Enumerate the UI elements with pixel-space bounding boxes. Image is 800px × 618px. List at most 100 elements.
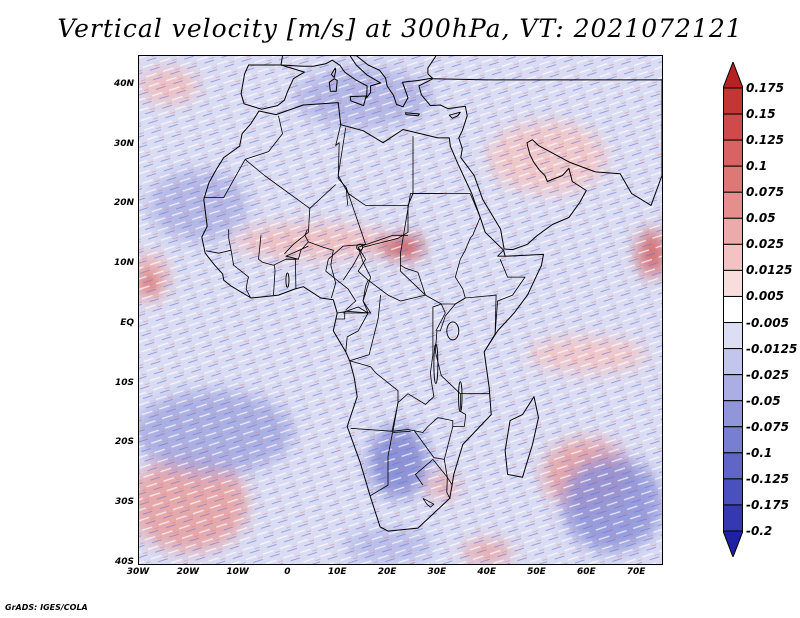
lat-tick-label: 30S [114, 497, 134, 508]
country-boundaries [203, 115, 526, 508]
country-border-31 [336, 311, 346, 320]
colorbar-tick-label: -0.2 [746, 524, 773, 538]
country-border-33 [391, 393, 454, 460]
colorbar-tick-label: 0.025 [746, 237, 784, 252]
country-border-10 [285, 229, 309, 260]
country-border-14 [273, 265, 276, 296]
lat-tick-label: EQ [120, 317, 134, 328]
colorbar-tick-label: 0.0125 [746, 263, 793, 278]
colorbar-tick-label: 0.125 [746, 133, 784, 148]
colorbar-box [723, 113, 743, 141]
colorbar-top-arrow [723, 62, 743, 89]
country-border-16 [308, 241, 337, 299]
colorbar-box [723, 426, 743, 454]
colorbar-box [723, 165, 743, 193]
colorbar-box [723, 348, 743, 376]
colorbar-tick-label: -0.175 [746, 497, 789, 512]
country-border-13 [230, 250, 251, 299]
country-border-30 [337, 306, 369, 352]
country-border-18 [367, 279, 442, 305]
country-border-2 [244, 159, 311, 255]
lon-tick-label: 40E [477, 567, 496, 577]
colorbar-tick-label: -0.025 [746, 367, 789, 382]
lat-tick-label: 30N [113, 138, 134, 149]
country-border-37 [452, 393, 467, 427]
country-border-40 [422, 497, 435, 508]
colorbar-box [723, 243, 743, 271]
lon-tick-label: 30W [126, 567, 150, 577]
lat-tick-label: 10S [114, 377, 134, 388]
coastline-balkans [356, 56, 437, 108]
colorbar-tick-label: -0.125 [746, 471, 789, 486]
colorbar-tick-label: 0.175 [746, 81, 784, 95]
colorbar-tick-label: 0.075 [746, 185, 784, 200]
coastline-madagascar [504, 396, 539, 478]
country-border-29 [349, 295, 381, 362]
lake-victoria [446, 321, 460, 341]
country-border-39 [415, 459, 451, 499]
lon-tick-label: 30E [427, 567, 447, 577]
colorbar [723, 62, 743, 557]
coastline-cyprus [448, 111, 461, 119]
colorbar-bottom-arrow [723, 530, 743, 557]
coastline-corsica [330, 67, 337, 78]
country-border-8 [343, 234, 408, 314]
country-border-0 [244, 115, 283, 160]
colorbar-box [723, 452, 743, 480]
colorbar-box [723, 478, 743, 506]
lon-tick-label: 70E [626, 567, 646, 577]
lon-tick-label: 10E [327, 567, 347, 577]
country-border-15 [285, 258, 297, 290]
country-border-24 [494, 259, 526, 334]
colorbar-tick-label: 0.1 [746, 159, 768, 174]
colorbar-box [723, 191, 743, 219]
colorbar-tick-label: -0.1 [746, 445, 773, 460]
country-border-35 [413, 429, 445, 460]
lake-malawi [458, 381, 463, 413]
country-border-1 [203, 159, 246, 198]
country-border-28 [407, 303, 442, 405]
colorbar-box [723, 217, 743, 245]
country-border-21 [400, 193, 443, 296]
map-title: Vertical velocity [m/s] at 300hPa, VT: 2… [57, 14, 743, 43]
coastline-sardinia [328, 78, 338, 92]
coastline-arabia [418, 78, 662, 251]
colorbar-tick-label: -0.075 [746, 419, 789, 434]
lat-tick-label: 10N [113, 258, 134, 269]
country-border-17 [344, 246, 371, 314]
colorbar-tick-label: -0.005 [746, 315, 789, 330]
lon-tick-label: 0 [284, 567, 291, 577]
coastline-africa [201, 102, 544, 532]
colorbar-box [723, 504, 743, 532]
colorbar-tick-label: 0.005 [746, 289, 784, 304]
colorbar-box [723, 139, 743, 167]
lat-tick-label: 40S [114, 557, 134, 567]
lon-tick-label: 20W [176, 567, 200, 577]
lat-tick-label: 20N [113, 198, 134, 209]
coastlines [201, 56, 662, 532]
coastline-crete [405, 112, 420, 117]
lat-tick-label: 40N [113, 78, 134, 89]
colorbar-tick-label: -0.0125 [746, 341, 798, 356]
grads-credit: GrADS: IGES/COLA [5, 603, 88, 612]
country-border-19 [400, 265, 426, 296]
colorbar-box [723, 374, 743, 402]
country-border-34 [369, 430, 411, 497]
country-border-26 [435, 303, 461, 394]
field-streak-texture [139, 56, 662, 564]
lon-tick-label: 20E [377, 567, 397, 577]
lon-tick-label: 10W [226, 567, 249, 577]
colorbar-box [723, 400, 743, 428]
coastline-europe-south [280, 56, 382, 99]
lon-tick-label: 50E [527, 567, 546, 577]
coastline-sicily [349, 95, 367, 107]
map-svg [139, 56, 662, 564]
colorbar-box [723, 87, 743, 115]
country-border-9 [325, 187, 366, 311]
country-border-23 [497, 249, 506, 257]
map-plot-area [138, 55, 663, 565]
country-border-27 [435, 303, 446, 332]
colorbar-box [723, 322, 743, 350]
lake-volta [285, 272, 290, 288]
colorbar-box [723, 269, 743, 297]
